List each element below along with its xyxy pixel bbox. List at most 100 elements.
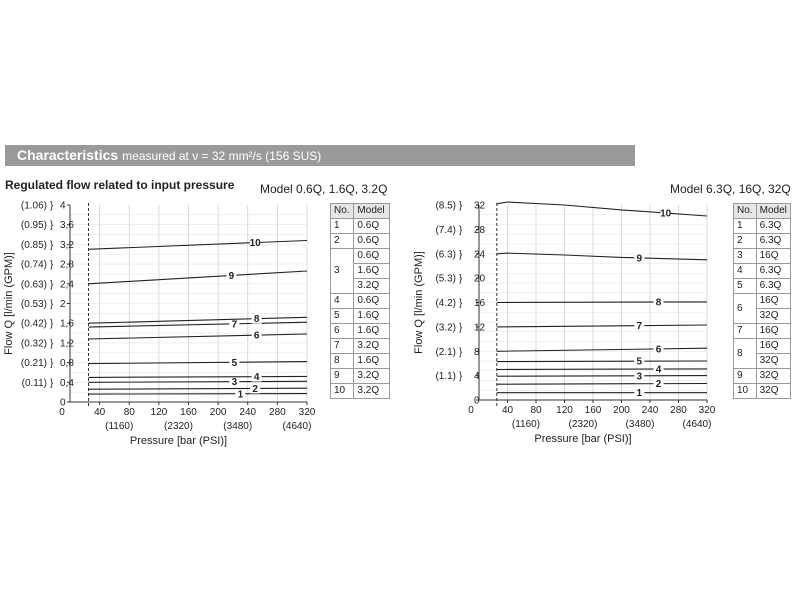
- chart-right-y-tick-label: 20: [474, 274, 486, 285]
- chart-right-series-label-bg-3: [634, 370, 645, 381]
- chart-right-x-tick-label: 240: [642, 405, 659, 416]
- chart-left-series-line-6: [88, 333, 308, 340]
- chart-left-y-tick-label: 4: [60, 201, 66, 212]
- table-left-model-cell: 3.2Q: [353, 278, 390, 294]
- table-right-no-cell: 9: [733, 368, 757, 384]
- table-row: 6 1.6Q: [329, 323, 390, 339]
- table-left-no-cell: 6: [329, 323, 355, 339]
- model-table-right: No. Model 1 6.3Q 2 6.3Q 3 16Q 4 6.3Q 5 6.3Q 6 16Q 32Q 7…: [733, 203, 792, 399]
- table-left-model-cell: 0.6Q: [353, 248, 390, 264]
- chart-left-series-line-2: [88, 387, 308, 390]
- table-row: 4 0.6Q: [329, 293, 390, 309]
- chart-right-series-line-6: [496, 347, 708, 352]
- chart-right-y-axis-title: Flow Q [l/min (GPM)]: [413, 251, 425, 354]
- chart-left-y-tick-label: 2: [60, 299, 66, 310]
- table-right-model-cell: 6.3Q: [755, 278, 792, 294]
- chart-left-x-tick-label: 80: [124, 407, 136, 418]
- chart-right-x-tick-label: 280: [670, 405, 687, 416]
- chart-left-y-tick-bracket: }: [50, 201, 54, 212]
- chart-left-y-tick-bracket: }: [50, 299, 54, 310]
- chart-right-series-label-2: 2: [656, 379, 662, 390]
- table-left-no-cell: 3: [329, 248, 355, 294]
- chart-left-series-label-3: 3: [232, 377, 238, 388]
- chart-right-series-line-9: [496, 252, 708, 261]
- chart-left-y-tick-gpm-label: (0.21): [21, 358, 47, 369]
- chart-left-series-label-bg-8: [251, 313, 262, 324]
- chart-right-y-tick-gpm-label: (7.4): [435, 225, 456, 236]
- chart-left-y-tick-gpm-label: (0.85): [21, 240, 47, 251]
- chart-left-series-label-bg-6: [251, 330, 262, 341]
- table-left-model-cell: 1.6Q: [353, 263, 390, 279]
- chart-left-series-label-bg-1: [235, 388, 246, 399]
- chart-right-x-tick-label: 320: [699, 405, 716, 416]
- chart-left-x-tick-label-zero: 0: [59, 407, 65, 418]
- table-left-no-cell: 8: [329, 353, 355, 369]
- chart-right-y-tick-gpm-label: (4.2): [435, 298, 456, 309]
- chart-right-series-line-3: [496, 375, 708, 377]
- table-right-header-cell: No.: [733, 203, 757, 219]
- table-right-model-cell: 16Q: [755, 248, 792, 264]
- section-heading: Regulated flow related to input pressure: [5, 178, 235, 192]
- table-row: 7 16Q: [733, 323, 792, 339]
- chart-right-x-tick-label: 200: [613, 405, 630, 416]
- table-row: 3 0.6Q: [329, 248, 390, 294]
- table-left-model-cell: 1.6Q: [353, 353, 390, 369]
- table-right-header-cell: Model: [755, 203, 792, 219]
- chart-left-series-line-9: [88, 270, 308, 285]
- table-left-model-cell: 1.6Q: [353, 308, 390, 324]
- chart-right-y-tick-gpm-label: (1.1): [435, 371, 456, 382]
- chart-right-y-tick-label: 24: [474, 249, 486, 260]
- table-left-header-cell: Model: [353, 203, 390, 219]
- table-row: 9 32Q: [733, 368, 792, 384]
- chart-right-y-tick-gpm-label: (2.1): [435, 347, 456, 358]
- chart-right-x-tick-psi-label: (3480): [626, 419, 655, 430]
- chart-right-series-label-bg-9: [634, 252, 645, 263]
- table-row: 7 3.2Q: [329, 338, 390, 354]
- table-row: 2 0.6Q: [329, 233, 390, 249]
- chart-right-series-label-3: 3: [637, 371, 643, 382]
- chart-right-y-tick-label: 32: [474, 201, 486, 212]
- table-right-no-cell: 7: [733, 323, 757, 339]
- chart-right-series-label-1: 1: [637, 388, 643, 399]
- table-right-no-cell: 3: [733, 248, 757, 264]
- characteristics-title: Characteristics measured at ν = 32 mm²/s …: [17, 147, 322, 163]
- table-right-no-cell: 5: [733, 278, 757, 294]
- table-row: 6 16Q: [733, 293, 792, 324]
- chart-left-series-label-bg-5: [229, 357, 240, 368]
- table-row: 5 6.3Q: [733, 278, 792, 294]
- table-row: 8 16Q: [733, 338, 792, 369]
- chart-left-series-label-bg-9: [226, 270, 237, 281]
- chart-right-series-line-4: [496, 368, 708, 371]
- chart-right-y-tick-gpm-label: (6.3): [435, 249, 456, 260]
- chart-left-series-label-8: 8: [254, 314, 260, 325]
- chart-left-x-tick-label: 320: [299, 407, 316, 418]
- chart-right-x-axis-title: Pressure [bar (PSI)]: [534, 433, 631, 445]
- table-right-no-cell: 4: [733, 263, 757, 279]
- chart-right-x-tick-psi-label: (2320): [569, 419, 598, 430]
- chart-right-y-tick-label: 12: [474, 322, 486, 333]
- table-left-no-cell: 10: [329, 383, 355, 399]
- model-table-left: No. Model 1 0.6Q 2 0.6Q 3 0.6Q 1.6Q 3.2Q 4 0.6Q 5 1.6…: [329, 203, 390, 399]
- table-left-no-cell: 4: [329, 293, 355, 309]
- chart-left-series-label-5: 5: [232, 358, 238, 369]
- table-right-no-cell: 10: [733, 383, 757, 399]
- chart-right-series-label-9: 9: [637, 253, 643, 264]
- chart-left-x-tick-label: 280: [269, 407, 286, 418]
- chart-left-y-tick-label: 2,8: [60, 260, 74, 271]
- chart-left-y-tick-label: 2,4: [60, 279, 74, 290]
- chart-right-y-tick-label: 4: [474, 371, 480, 382]
- chart-left-series-label-9: 9: [229, 271, 235, 282]
- chart-right-y-tick-bracket: }: [459, 249, 463, 260]
- chart-left-y-tick-label: 1,6: [60, 319, 74, 330]
- chart-left-series-line-5: [88, 361, 308, 365]
- chart-left-series-label-bg-10: [250, 237, 261, 248]
- chart-left-y-tick-label: 1,2: [60, 338, 74, 349]
- chart-left-y-tick-bracket: }: [50, 319, 54, 330]
- chart-left-x-tick-psi-label: (2320): [164, 421, 193, 432]
- chart-right-x-tick-label: 160: [585, 405, 602, 416]
- chart-right-y-tick-bracket: }: [459, 347, 463, 358]
- table-row: 1 6.3Q: [733, 218, 792, 234]
- chart-right-y-tick-bracket: }: [459, 371, 463, 382]
- chart-left-y-tick-bracket: }: [50, 378, 54, 389]
- chart-right-y-tick-gpm-label: (8.5): [435, 201, 456, 212]
